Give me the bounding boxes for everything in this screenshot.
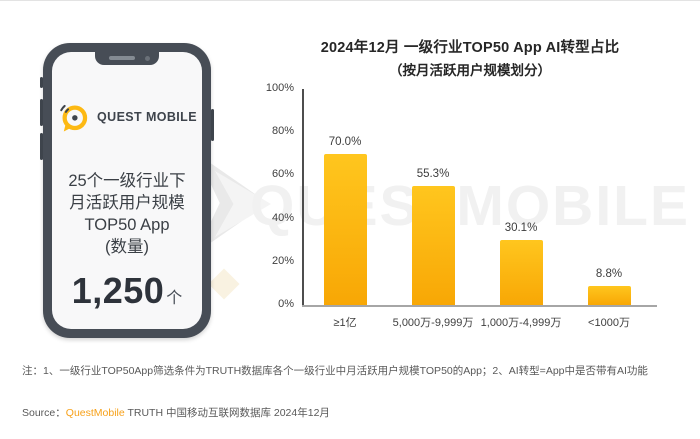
bar-3 bbox=[587, 285, 631, 305]
x-axis-line bbox=[302, 305, 657, 307]
phone-caption: 25个一级行业下 月活跃用户规模 TOP50 App (数量) bbox=[52, 170, 202, 258]
phone-caption-line: TOP50 App bbox=[84, 216, 170, 234]
phone-illustration: QUEST MOBILE 25个一级行业下 月活跃用户规模 TOP50 App (数量… bbox=[40, 43, 214, 338]
questmobile-logo-text: QUEST MOBILE bbox=[97, 110, 197, 124]
phone-metric: 1,250 个 bbox=[52, 270, 202, 312]
source-line: Source：QuestMobile TRUTH 中国移动互联网数据库 2024… bbox=[22, 405, 680, 420]
x-axis-category-label: 5,000万-9,999万 bbox=[392, 317, 474, 329]
y-axis-tick-label: 0% bbox=[278, 298, 294, 310]
watermark-text: QUESTMOBILE bbox=[250, 174, 691, 238]
bar-value-label: 55.3% bbox=[416, 167, 450, 180]
phone-caption-line: (数量) bbox=[105, 238, 149, 256]
phone-speaker bbox=[109, 56, 135, 60]
y-axis-tick-label: 20% bbox=[271, 254, 294, 267]
phone-screen: QUEST MOBILE 25个一级行业下 月活跃用户规模 TOP50 App (数量… bbox=[52, 52, 202, 329]
y-axis-tick-label: 60% bbox=[271, 168, 294, 181]
phone-camera bbox=[145, 55, 150, 61]
bar-value-label: 8.8% bbox=[595, 267, 623, 280]
questmobile-logo: QUEST MOBILE bbox=[52, 100, 202, 134]
x-axis-category-label: 1,000万-4,999万 bbox=[480, 317, 562, 329]
x-axis-category-label: ≥1亿 bbox=[333, 317, 357, 329]
phone-mute-switch bbox=[40, 77, 43, 88]
footnote: 注：1、一级行业TOP50App筛选条件为TRUTH数据库各个一级行业中月活跃用… bbox=[22, 365, 648, 377]
source-rest: TRUTH 中国移动互联网数据库 2024年12月 bbox=[124, 407, 330, 419]
y-axis-tick-label: 80% bbox=[271, 125, 294, 138]
source-label: Source： bbox=[22, 407, 66, 419]
questmobile-logo-icon bbox=[60, 104, 88, 132]
phone-caption-line: 月活跃用户规模 bbox=[69, 194, 185, 212]
x-axis-category-label: <1000万 bbox=[588, 317, 630, 329]
y-axis-tick-label: 40% bbox=[271, 211, 294, 224]
bar-0 bbox=[323, 153, 367, 305]
y-axis-line bbox=[302, 89, 304, 305]
phone-volume-button bbox=[40, 99, 43, 126]
y-axis-tick-label: 100% bbox=[265, 82, 294, 94]
phone-caption-line: 25个一级行业下 bbox=[68, 172, 186, 190]
chart-subtitle: （按月活跃用户规模划分） bbox=[389, 63, 551, 78]
bar-value-label: 30.1% bbox=[504, 221, 538, 234]
chart-title: 2024年12月 一级行业TOP50 App AI转型占比 bbox=[320, 40, 620, 56]
phone-volume-button bbox=[40, 133, 43, 160]
metric-value: 1,250 bbox=[71, 270, 165, 311]
bar-2 bbox=[499, 239, 543, 305]
source-brand: QuestMobile bbox=[65, 407, 125, 419]
phone-notch bbox=[95, 52, 159, 65]
phone-power-button bbox=[211, 109, 214, 141]
metric-unit: 个 bbox=[166, 290, 183, 307]
bar-value-label: 70.0% bbox=[328, 135, 362, 148]
bar-1 bbox=[411, 185, 455, 305]
